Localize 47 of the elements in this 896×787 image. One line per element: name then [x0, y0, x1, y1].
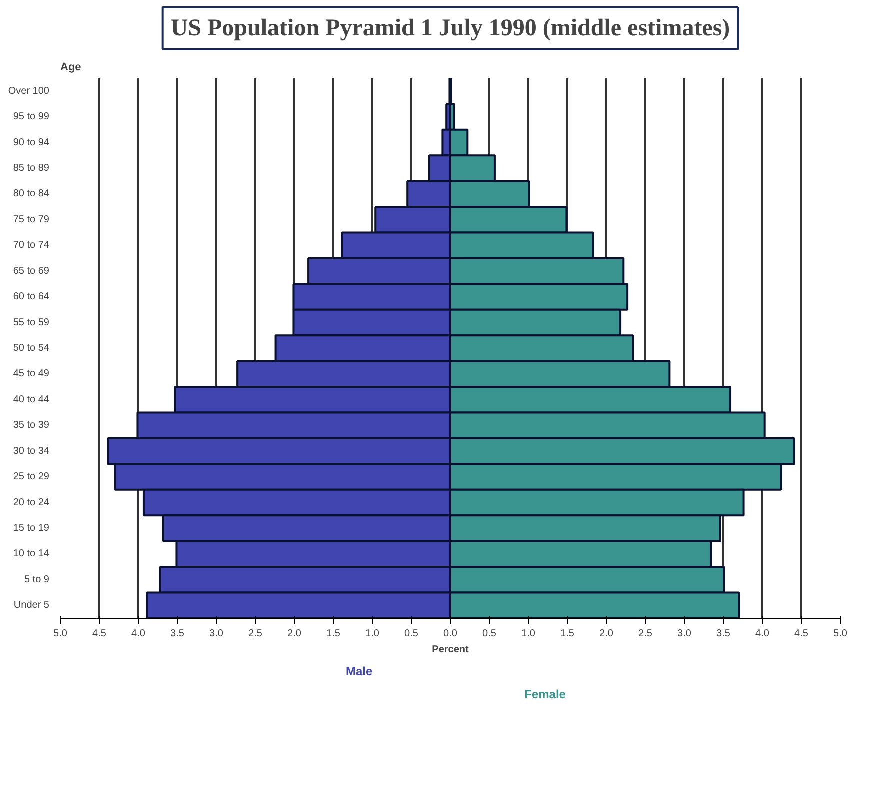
- x-tick-label: 1.5: [326, 628, 341, 640]
- y-tick-label: 35 to 39: [13, 420, 50, 432]
- x-tick-label: 2.5: [638, 628, 653, 640]
- y-tick-label: Over 100: [8, 86, 50, 97]
- x-tick-label: 4.5: [92, 628, 107, 640]
- x-tick-label: 3.0: [210, 628, 224, 640]
- x-tick-label: 1.0: [522, 628, 536, 640]
- y-tick-label: 70 to 74: [13, 240, 50, 252]
- x-tick-label: 2.5: [248, 628, 263, 640]
- text: Female: [524, 688, 566, 702]
- x-tick-label: 4.0: [132, 628, 146, 640]
- x-tick-label: 5.0: [54, 628, 68, 640]
- y-tick-label: 95 to 99: [13, 112, 50, 123]
- x-tick-label: 4.5: [794, 628, 809, 640]
- y-tick-label: 25 to 29: [13, 472, 50, 483]
- y-tick-label: 10 to 14: [13, 548, 50, 560]
- text: Male: [346, 664, 373, 678]
- x-tick-label: 2.0: [288, 628, 302, 640]
- x-axis-title: Percent: [432, 644, 470, 656]
- y-tick-label: 85 to 89: [13, 163, 50, 174]
- x-tick-label: 3.5: [170, 628, 185, 640]
- x-tick-label: 3.0: [678, 628, 692, 640]
- x-tick-label: 0.0: [444, 628, 458, 640]
- y-tick-label: 40 to 44: [13, 394, 50, 406]
- y-tick-label: 50 to 54: [13, 343, 50, 354]
- y-tick-label: 5 to 9: [24, 574, 50, 586]
- y-tick-label: 45 to 49: [13, 368, 50, 380]
- chart-title: US Population Pyramid 1 July 1990 (middle estimates): [170, 16, 730, 42]
- y-tick-label: Under 5: [14, 600, 50, 612]
- y-tick-label: 20 to 24: [13, 497, 50, 508]
- x-tick-label: 1.5: [560, 628, 575, 640]
- x-tick-label: 0.5: [482, 628, 497, 640]
- x-tick-label: 3.5: [716, 628, 731, 640]
- x-tick-label: 0.5: [404, 628, 419, 640]
- x-tick-label: 5.0: [834, 628, 848, 640]
- y-tick-label: 75 to 79: [13, 214, 50, 226]
- x-tick-label: 4.0: [756, 628, 770, 640]
- x-tick-label: 2.0: [600, 628, 614, 640]
- y-tick-label: 80 to 84: [13, 188, 50, 200]
- y-tick-label: 55 to 59: [13, 317, 50, 328]
- y-axis-title: Age: [60, 62, 82, 74]
- y-tick-label: 60 to 64: [13, 292, 50, 303]
- x-tick-label: 1.0: [366, 628, 380, 640]
- y-tick-label: 15 to 19: [13, 523, 50, 534]
- y-tick-label: 30 to 34: [13, 446, 50, 457]
- y-tick-label: 65 to 69: [13, 266, 50, 277]
- y-tick-label: 90 to 94: [13, 137, 50, 148]
